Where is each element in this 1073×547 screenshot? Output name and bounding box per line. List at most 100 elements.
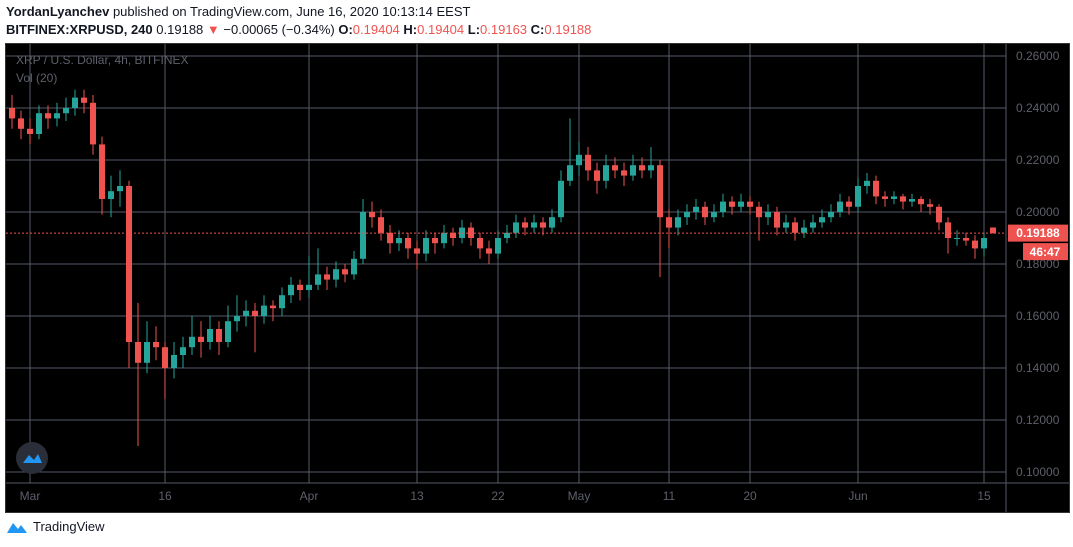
candle-body — [810, 222, 816, 228]
candle-body — [747, 201, 753, 207]
candle-body — [306, 284, 312, 290]
x-tick-label: Apr — [300, 489, 319, 503]
candle-body — [873, 180, 879, 197]
candle-body — [360, 212, 366, 259]
candle-body — [594, 170, 600, 181]
candle-body — [639, 165, 645, 171]
candle-body — [153, 342, 159, 348]
y-tick-label: 0.12000 — [1016, 413, 1060, 427]
candle-body — [135, 342, 141, 363]
candle-body — [549, 217, 555, 228]
tradingview-logo-icon — [7, 522, 27, 533]
candle-body — [558, 180, 564, 218]
candle-body — [927, 204, 933, 207]
candle-body — [117, 186, 123, 192]
candle-body — [504, 232, 510, 238]
brand-name: TradingView — [33, 519, 105, 534]
candle-body — [693, 206, 699, 212]
low-label: L: — [467, 22, 481, 37]
candle-body — [270, 305, 276, 309]
candle-body — [414, 248, 420, 254]
candle-body — [261, 305, 267, 316]
candle-body — [990, 227, 996, 234]
footer-logo[interactable]: TradingView — [6, 519, 105, 534]
countdown-box — [1023, 243, 1068, 261]
candle-body — [603, 165, 609, 181]
candle-body — [684, 212, 690, 218]
candle-body — [225, 321, 231, 342]
candle-body — [864, 180, 870, 186]
candle-body — [729, 201, 735, 207]
candle-body — [351, 258, 357, 275]
price-chart[interactable]: 0.26000 0.24000 0.22000 0.20000 0.18000 0.160… — [5, 43, 1070, 513]
candle-body — [162, 347, 168, 368]
down-triangle-icon: ▼ — [206, 22, 220, 37]
x-tick-label: 22 — [491, 489, 505, 503]
candle-body — [297, 284, 303, 290]
price-change: −0.00065 (−0.34%) — [223, 22, 335, 37]
candle-body — [171, 355, 177, 368]
candle-body — [900, 196, 906, 202]
candle-body — [432, 238, 438, 244]
candle-body — [828, 212, 834, 218]
tradingview-watermark-icon[interactable] — [16, 442, 48, 474]
candle-body — [981, 238, 987, 249]
candle-body — [846, 201, 852, 207]
candle-body — [9, 108, 15, 119]
candle-body — [36, 113, 42, 134]
bar-countdown: 46:47 — [1030, 245, 1061, 259]
candle-body — [423, 238, 429, 254]
candle-body — [531, 222, 537, 228]
symbol: BITFINEX:XRPUSD, 240 — [6, 22, 153, 37]
candle-body — [567, 165, 573, 181]
publish-info: YordanLyanchev published on TradingView.… — [6, 4, 470, 19]
x-tick-label: May — [568, 489, 591, 503]
candle-body — [54, 113, 60, 119]
candle-body — [882, 196, 888, 199]
x-tick-label: 13 — [410, 489, 424, 503]
candle-body — [837, 201, 843, 212]
candle-body — [252, 310, 258, 316]
price-axis[interactable]: 0.26000 0.24000 0.22000 0.20000 0.18000 0.160… — [1016, 49, 1060, 479]
candle-body — [657, 165, 663, 218]
candle-body — [324, 274, 330, 280]
candle-body — [612, 165, 618, 171]
candle-body — [954, 238, 960, 239]
candle-body — [936, 206, 942, 223]
candle-body — [405, 238, 411, 249]
time-axis[interactable]: Mar 16 Apr 13 22 May 11 20 Jun 15 — [20, 489, 991, 503]
x-tick-label: Mar — [20, 489, 41, 503]
candle-body — [81, 97, 87, 103]
candle-body — [666, 217, 672, 228]
candle-body — [765, 212, 771, 218]
x-tick-label: 20 — [743, 489, 757, 503]
candle-body — [648, 165, 654, 171]
candle-body — [63, 108, 69, 114]
candle-body — [495, 238, 501, 254]
volume-indicator-label[interactable]: Vol (20) — [16, 71, 57, 85]
candle-body — [513, 222, 519, 233]
candle-body — [126, 186, 132, 342]
candle-body — [234, 316, 240, 322]
candle-body — [576, 154, 582, 166]
candle-body — [108, 191, 114, 199]
x-tick-label: 16 — [158, 489, 172, 503]
chart-svg[interactable]: 0.26000 0.24000 0.22000 0.20000 0.18000 0.160… — [6, 44, 1069, 512]
candle-body — [540, 222, 546, 228]
last-price-label: 0.19188 — [1016, 226, 1060, 240]
y-tick-label: 0.18000 — [1016, 257, 1060, 271]
candle-body — [180, 347, 186, 355]
candle-body — [99, 144, 105, 199]
candle-body — [585, 154, 591, 171]
candle-body — [90, 102, 96, 145]
published-text: published on TradingView.com, June 16, 2… — [112, 4, 471, 19]
close-value: 0.19188 — [544, 22, 592, 37]
candle-body — [630, 165, 636, 176]
candle-body — [675, 217, 681, 228]
candle-body — [855, 186, 861, 207]
candle-body — [342, 269, 348, 275]
author[interactable]: YordanLyanchev — [6, 4, 110, 19]
candle-body — [288, 284, 294, 296]
candle-body — [45, 113, 51, 119]
y-tick-label: 0.24000 — [1016, 101, 1060, 115]
